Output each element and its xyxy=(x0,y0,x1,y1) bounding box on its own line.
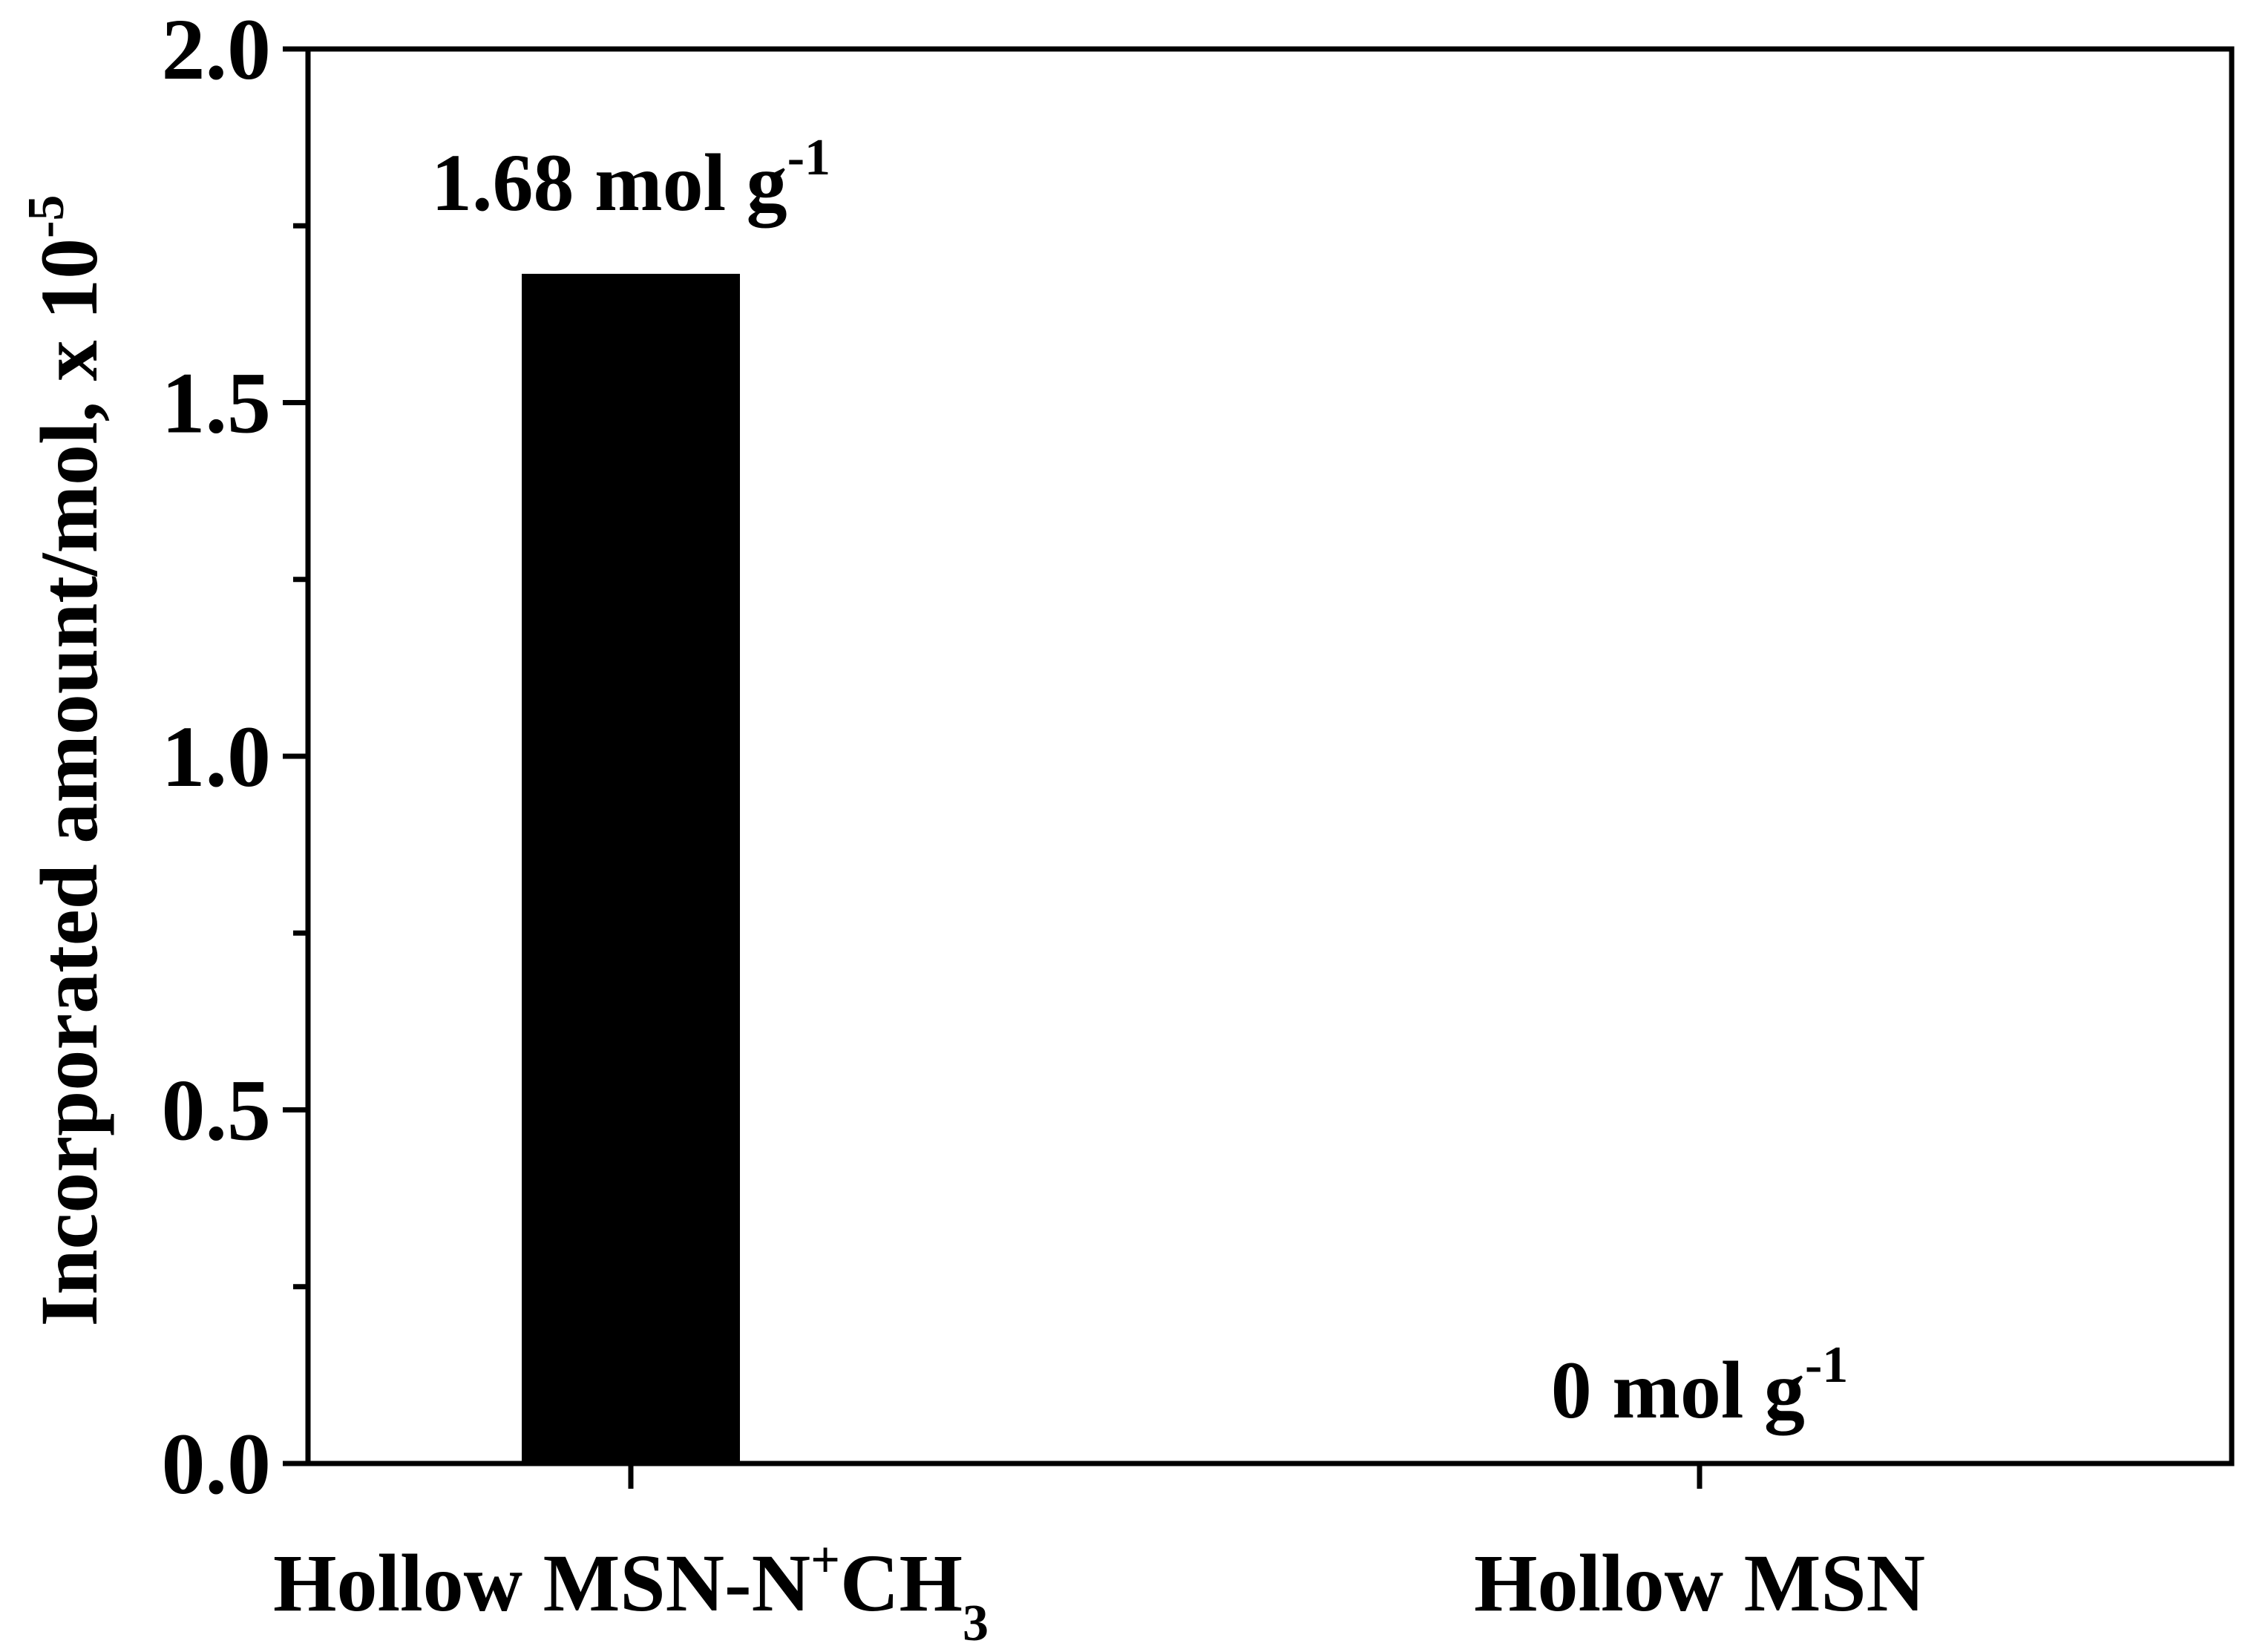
y-ticks: 0.0 0.5 1.0 1.5 2.0 xyxy=(162,1,308,1512)
data-label: 1.68 mol g-1 xyxy=(431,129,830,228)
bar xyxy=(522,273,740,1466)
x-ticks xyxy=(628,1463,1703,1489)
category-label: Hollow MSN xyxy=(1474,1538,1925,1628)
y-tick-label: 1.0 xyxy=(162,708,272,805)
y-axis-title: Incorporated amount/mol, x 10-5 xyxy=(18,195,114,1327)
labels: Hollow MSN-N+CH3 Hollow MSN 1.68 mol g-1 0 … xyxy=(273,129,1925,1652)
bars xyxy=(522,273,740,1466)
y-tick-label: 2.0 xyxy=(162,1,272,98)
y-axis-title-sup: -5 xyxy=(18,195,75,238)
y-tick-label: 0.0 xyxy=(162,1415,272,1512)
data-label: 0 mol g-1 xyxy=(1551,1337,1849,1435)
plot-frame xyxy=(305,46,2235,1466)
y-tick-label: 0.5 xyxy=(162,1062,272,1159)
category-label: Hollow MSN-N+CH3 xyxy=(273,1532,989,1652)
y-axis-title-text: Incorporated amount/mol, x 10 xyxy=(24,238,114,1327)
y-tick-label: 1.5 xyxy=(162,355,272,452)
